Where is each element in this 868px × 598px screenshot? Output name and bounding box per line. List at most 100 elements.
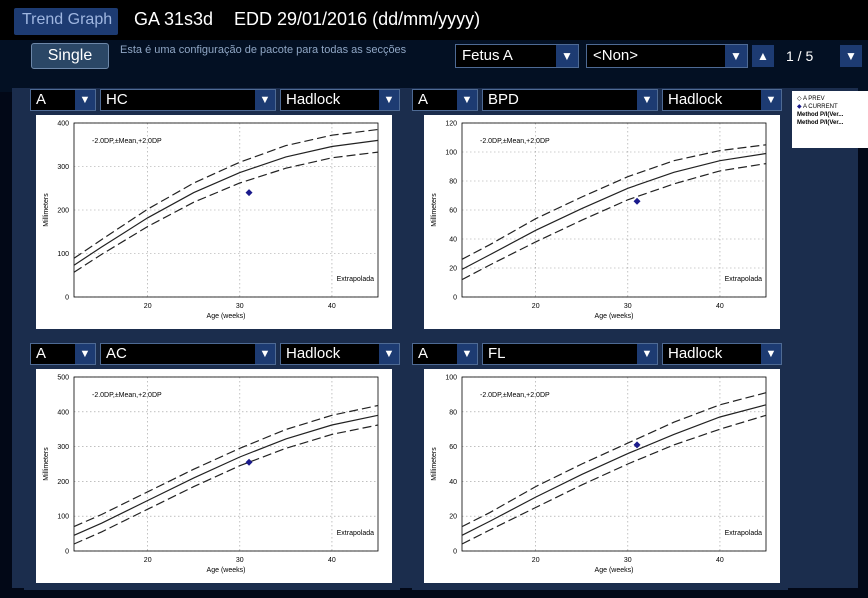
series-line-1 <box>461 152 767 270</box>
fetus-dropdown[interactable]: A ▼ <box>30 343 96 365</box>
y-tick-label: 120 <box>445 121 457 128</box>
x-axis-label: Age (weeks) <box>207 567 246 574</box>
x-tick-label: 20 <box>144 557 152 564</box>
series-line-1 <box>73 414 379 536</box>
chart-svg: 0 100 200 300 400 500 20 30 40 Age (weeks) Millime… <box>43 375 379 574</box>
chart-svg: 0 100 200 300 400 20 30 40 Age (weeks) Millimeter… <box>43 121 379 320</box>
current-point <box>245 458 253 466</box>
chevron-down-icon: ▼ <box>761 90 781 110</box>
page-down-button[interactable]: ▼ <box>840 45 862 67</box>
chevron-down-icon: ▼ <box>379 344 399 364</box>
annotation-sd: -2.0DP,±Mean,+2.0DP <box>92 138 162 145</box>
y-tick-label: 100 <box>445 150 457 157</box>
series-line-0 <box>461 414 767 545</box>
legend-item-current: ◆ A CURRENT <box>797 104 838 110</box>
single-button[interactable]: Single <box>31 43 109 69</box>
title-bar: Trend Graph GA 31s3d EDD 29/01/2016 (dd/… <box>0 0 868 40</box>
measure-dropdown[interactable]: BPD ▼ <box>482 89 658 111</box>
annotation-extrapolada: Extrapolada <box>725 530 762 537</box>
annotation-extrapolada: Extrapolada <box>337 276 374 283</box>
y-tick-label: 100 <box>445 375 457 382</box>
panel-header: A ▼ BPD ▼ Hadlock ▼ <box>412 88 788 114</box>
chart-svg: 0 20 40 60 80 100 20 30 40 Age (weeks) Millimeters… <box>431 375 767 574</box>
fetus-select[interactable]: Fetus A ▼ <box>455 44 579 68</box>
diamond-icon: ◆ <box>797 104 802 110</box>
series-line-2 <box>73 404 379 528</box>
plot-frame <box>461 376 767 552</box>
chart-panel-bpd: A ▼ BPD ▼ Hadlock ▼ 0 20 40 60 80 100 120 20 30 40 Ag… <box>412 88 788 336</box>
page-up-button[interactable]: ▲ <box>752 45 774 67</box>
chevron-down-icon: ▼ <box>255 90 275 110</box>
method-dropdown[interactable]: Hadlock ▼ <box>280 89 400 111</box>
chevron-down-icon: ▼ <box>75 344 95 364</box>
section-select[interactable]: <Non> ▼ <box>586 44 748 68</box>
y-tick-label: 40 <box>449 479 457 486</box>
y-tick-label: 300 <box>57 444 69 451</box>
section-select-value: <Non> <box>593 47 639 64</box>
fetus-dropdown[interactable]: A ▼ <box>30 89 96 111</box>
panel-header: A ▼ HC ▼ Hadlock ▼ <box>24 88 400 114</box>
x-tick-label: 30 <box>624 303 632 310</box>
chevron-down-icon: ▼ <box>379 90 399 110</box>
y-tick-label: 0 <box>453 295 457 302</box>
chart-bpd: 0 20 40 60 80 100 120 20 30 40 Age (weeks) Millimet… <box>424 115 780 329</box>
y-tick-label: 0 <box>453 549 457 556</box>
series-line-2 <box>461 144 767 260</box>
control-bar: Single Esta é uma configuração de pacote… <box>0 40 868 92</box>
y-tick-label: 60 <box>449 444 457 451</box>
current-point <box>245 189 253 197</box>
x-tick-label: 40 <box>328 303 336 310</box>
x-tick-label: 40 <box>328 557 336 564</box>
series-line-1 <box>461 404 767 536</box>
y-axis-label: Millimeters <box>431 447 438 481</box>
hollow-diamond-icon: ◇ <box>797 96 802 102</box>
measure-dropdown[interactable]: HC ▼ <box>100 89 276 111</box>
y-tick-label: 100 <box>57 514 69 521</box>
series-line-0 <box>461 163 767 281</box>
x-tick-label: 20 <box>532 557 540 564</box>
y-tick-label: 400 <box>57 409 69 416</box>
chevron-down-icon: ▼ <box>75 90 95 110</box>
y-tick-label: 500 <box>57 375 69 382</box>
chevron-up-icon: ▲ <box>757 49 769 63</box>
annotation-sd: -2.0DP,±Mean,+2.0DP <box>480 392 550 399</box>
chevron-down-icon: ▼ <box>845 49 857 63</box>
fetus-dropdown[interactable]: A ▼ <box>412 343 478 365</box>
tab-trend-graph[interactable]: Trend Graph <box>14 8 119 35</box>
annotation-sd: -2.0DP,±Mean,+2.0DP <box>480 138 550 145</box>
current-point <box>633 197 641 205</box>
measure-dropdown[interactable]: FL ▼ <box>482 343 658 365</box>
x-axis-label: Age (weeks) <box>595 313 634 320</box>
series-line-0 <box>73 424 379 545</box>
legend-item-method-1: Method P/I(Ver... <box>797 112 844 118</box>
method-dropdown[interactable]: Hadlock ▼ <box>662 343 782 365</box>
x-tick-label: 20 <box>144 303 152 310</box>
chart-hc: 0 100 200 300 400 20 30 40 Age (weeks) Millimeter… <box>36 115 392 329</box>
legend-item-prev: ◇ A PREV <box>797 96 825 102</box>
chart-panel-ac: A ▼ AC ▼ Hadlock ▼ 0 100 200 300 400 500 20 30 40 Ag… <box>24 342 400 590</box>
series-line-1 <box>73 139 379 266</box>
plot-frame <box>73 122 379 298</box>
chevron-down-icon: ▼ <box>255 344 275 364</box>
x-tick-label: 30 <box>624 557 632 564</box>
y-tick-label: 0 <box>65 549 69 556</box>
chevron-down-icon: ▼ <box>457 90 477 110</box>
x-tick-label: 40 <box>716 557 724 564</box>
graph-legend: ◇ A PREV ◆ A CURRENT Method P/I(Ver... M… <box>792 91 868 148</box>
y-tick-label: 400 <box>57 121 69 128</box>
y-tick-label: 200 <box>57 479 69 486</box>
x-tick-label: 40 <box>716 303 724 310</box>
fetus-dropdown[interactable]: A ▼ <box>412 89 478 111</box>
y-tick-label: 200 <box>57 208 69 215</box>
measure-dropdown[interactable]: AC ▼ <box>100 343 276 365</box>
series-line-2 <box>73 128 379 259</box>
y-tick-label: 80 <box>449 179 457 186</box>
gestational-age-label: GA 31s3d <box>134 9 214 29</box>
current-point <box>633 441 641 449</box>
chevron-down-icon: ▼ <box>761 344 781 364</box>
method-dropdown[interactable]: Hadlock ▼ <box>662 89 782 111</box>
method-dropdown[interactable]: Hadlock ▼ <box>280 343 400 365</box>
chart-ac: 0 100 200 300 400 500 20 30 40 Age (weeks) Millime… <box>36 369 392 583</box>
x-tick-label: 20 <box>532 303 540 310</box>
chevron-down-icon: ▼ <box>457 344 477 364</box>
